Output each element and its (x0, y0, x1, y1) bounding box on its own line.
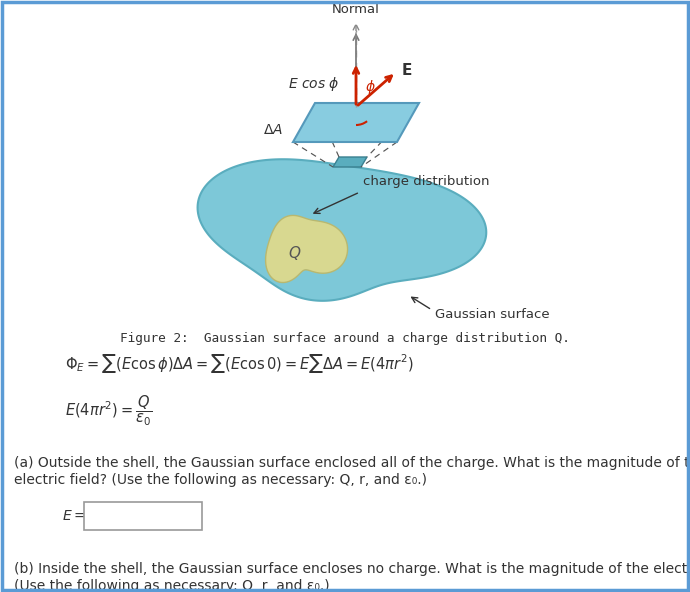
Text: (b) Inside the shell, the Gaussian surface encloses no charge. What is the magni: (b) Inside the shell, the Gaussian surfa… (14, 562, 690, 576)
Text: $\phi$: $\phi$ (364, 78, 375, 96)
Text: $E$ cos $\phi$: $E$ cos $\phi$ (288, 75, 339, 93)
Text: (Use the following as necessary: Q, r, and ε₀.): (Use the following as necessary: Q, r, a… (14, 579, 330, 592)
Polygon shape (266, 215, 348, 282)
Text: $\Phi_E = \sum(E\cos\phi)\Delta A = \sum(E\cos 0) = E\sum\Delta A = E(4\pi r^2)$: $\Phi_E = \sum(E\cos\phi)\Delta A = \sum… (65, 352, 414, 375)
Text: $\bf{E}$: $\bf{E}$ (401, 62, 412, 78)
FancyBboxPatch shape (84, 502, 202, 530)
Text: charge distribution: charge distribution (363, 175, 489, 188)
Text: $E(4\pi r^2) = \dfrac{Q}{\varepsilon_0}$: $E(4\pi r^2) = \dfrac{Q}{\varepsilon_0}$ (65, 394, 152, 428)
Polygon shape (333, 157, 367, 167)
Text: Figure 2:  Gaussian surface around a charge distribution Q.: Figure 2: Gaussian surface around a char… (120, 332, 570, 345)
Text: Gaussian surface: Gaussian surface (435, 307, 550, 320)
Text: $\Delta A$: $\Delta A$ (263, 123, 283, 137)
Text: $E =$: $E =$ (62, 509, 86, 523)
Polygon shape (197, 159, 486, 301)
Text: Normal: Normal (332, 3, 380, 16)
Polygon shape (293, 103, 419, 142)
Text: $Q$: $Q$ (288, 244, 302, 262)
Text: electric field? (Use the following as necessary: Q, r, and ε₀.): electric field? (Use the following as ne… (14, 473, 427, 487)
Text: (a) Outside the shell, the Gaussian surface enclosed all of the charge. What is : (a) Outside the shell, the Gaussian surf… (14, 456, 690, 470)
